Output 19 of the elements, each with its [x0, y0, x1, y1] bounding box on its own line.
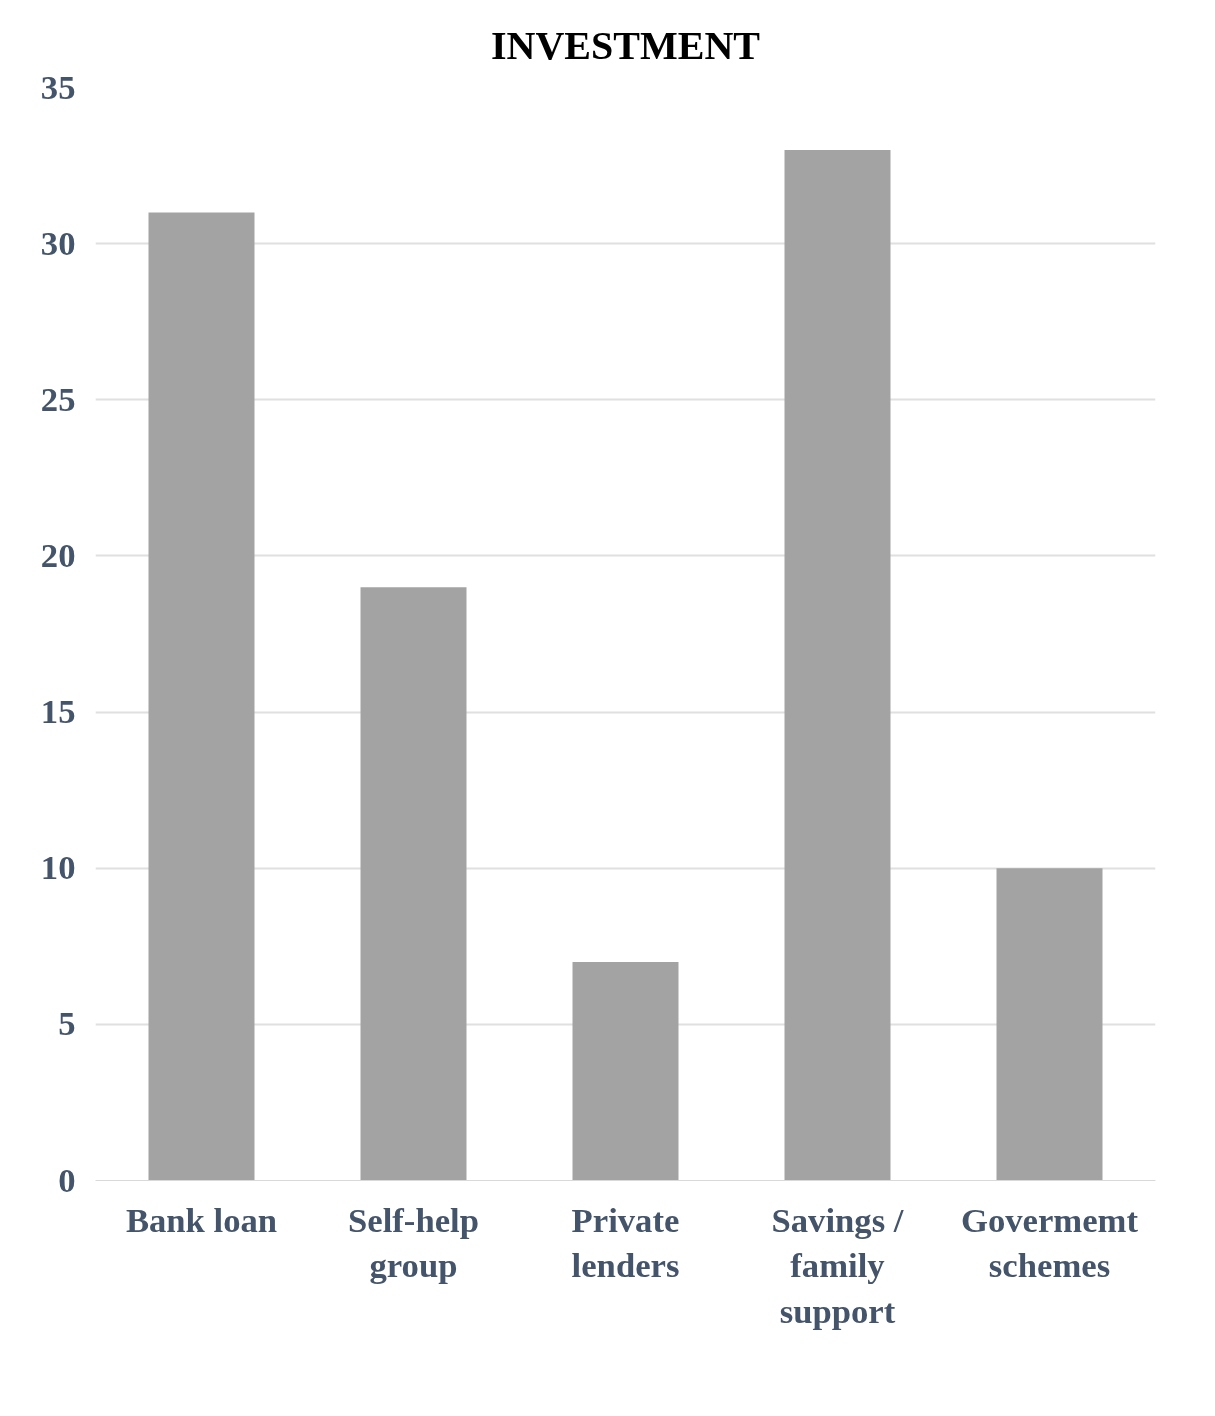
x-tick-label: Private lenders — [571, 1200, 680, 1285]
y-tick-label: 35 — [40, 67, 76, 106]
y-tick-label: 20 — [40, 535, 76, 574]
x-tick-label: Savings / family support — [771, 1200, 904, 1330]
y-tick-label: 25 — [40, 379, 76, 418]
bar — [148, 212, 255, 1181]
bar — [360, 587, 467, 1181]
y-tick-label: 30 — [40, 223, 76, 262]
chart-title: INVESTMENT — [491, 22, 761, 68]
bar — [784, 149, 891, 1181]
x-tick-label: Govermemt schemes — [960, 1200, 1139, 1285]
x-tick-label: Bank loan — [125, 1200, 278, 1239]
bar — [996, 868, 1103, 1181]
y-tick-label: 10 — [40, 848, 76, 887]
y-tick-label: 5 — [58, 1004, 76, 1043]
x-tick-label: Self-help group — [348, 1200, 479, 1285]
bar — [572, 961, 679, 1181]
y-tick-label: 15 — [40, 692, 76, 731]
y-tick-label: 0 — [58, 1160, 76, 1199]
